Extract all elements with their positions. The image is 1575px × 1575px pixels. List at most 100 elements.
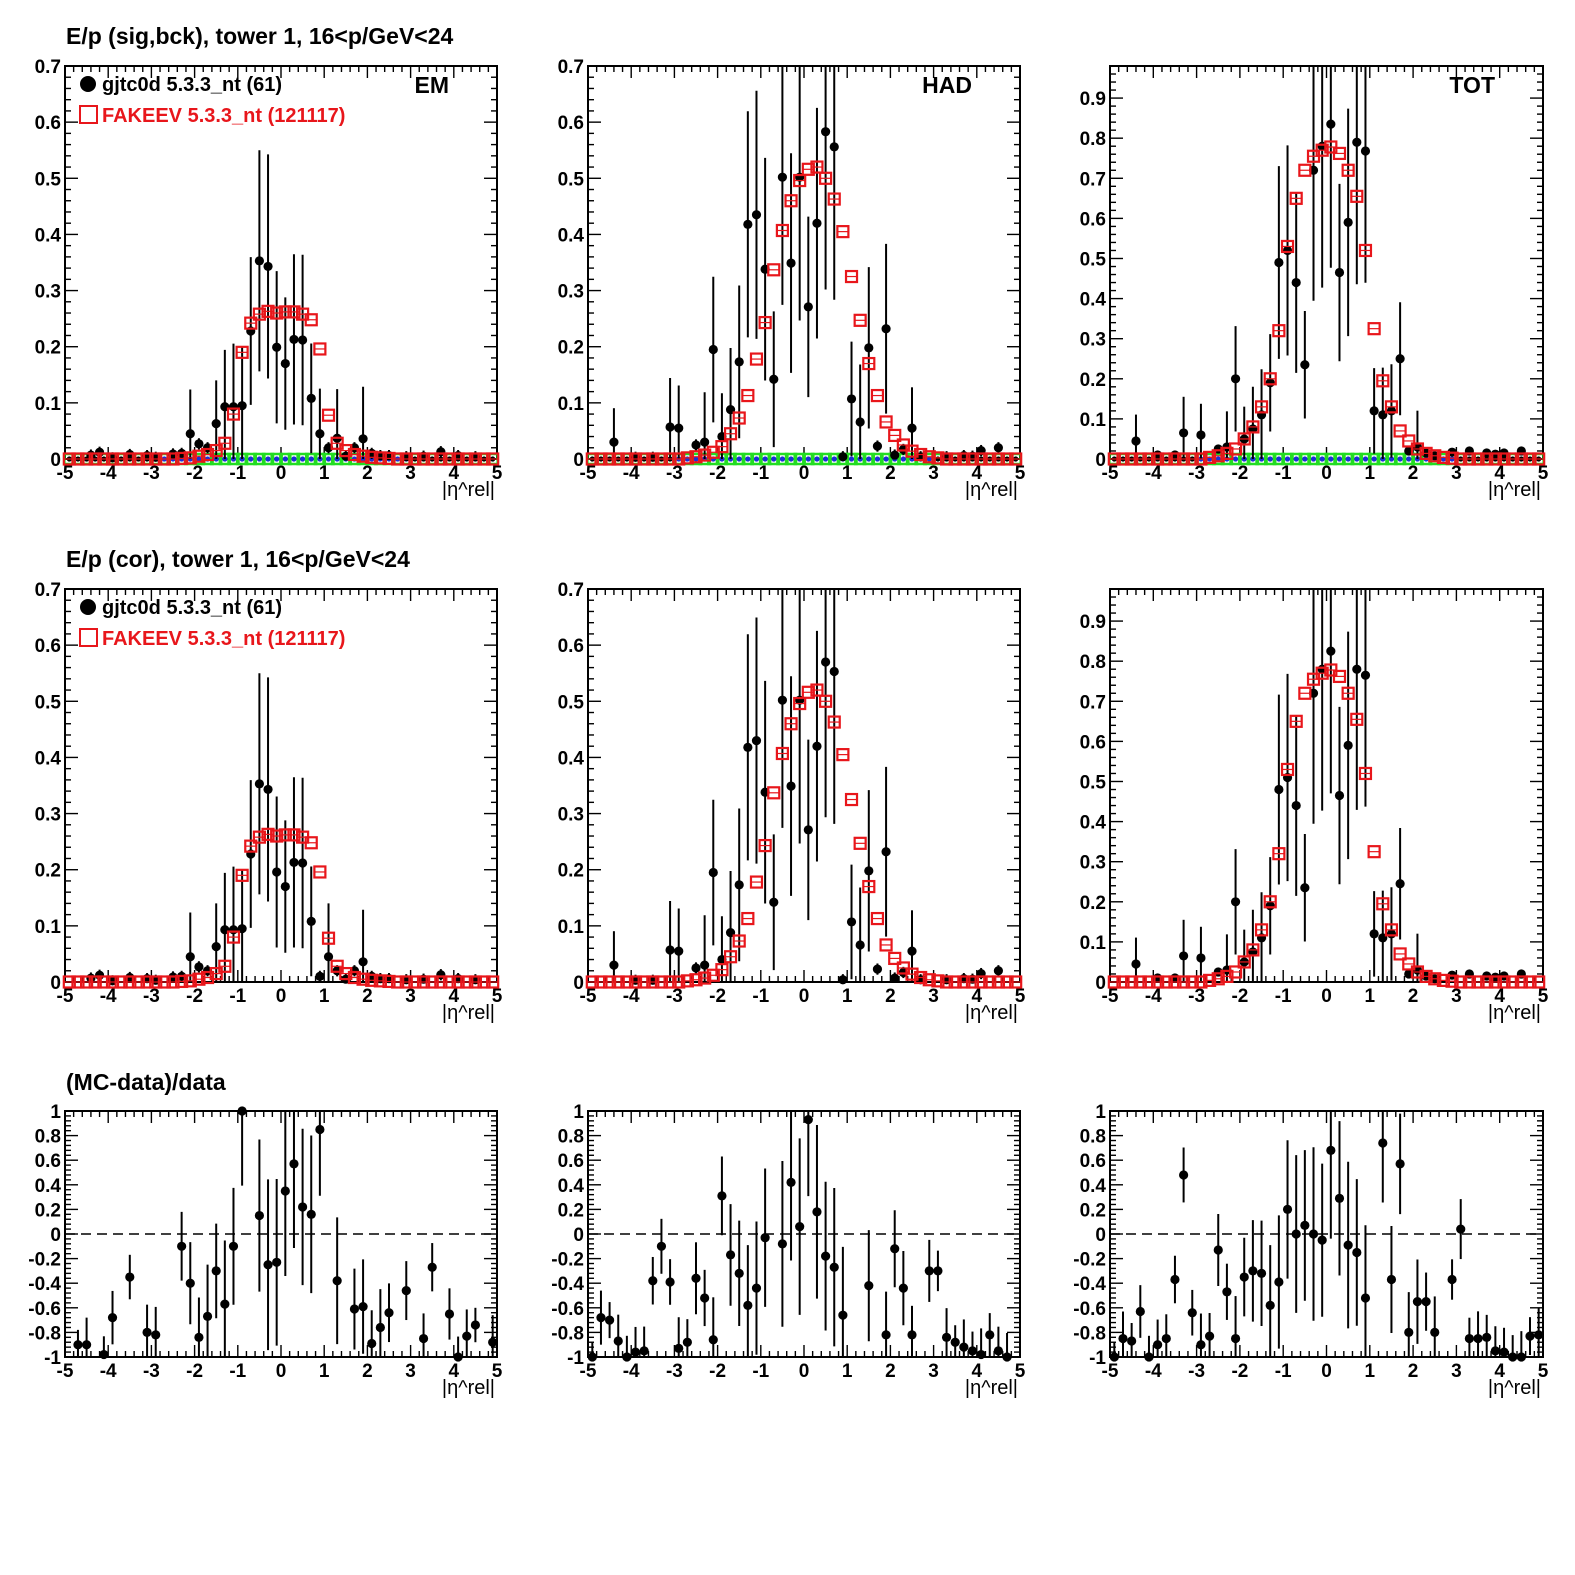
data-point xyxy=(829,666,839,677)
mc-point xyxy=(192,972,206,986)
data-point xyxy=(1352,137,1362,147)
data-point xyxy=(1326,119,1336,129)
x-tick-label: -1 xyxy=(1275,1361,1292,1382)
mc-point xyxy=(252,307,266,321)
mc-point xyxy=(775,223,790,238)
bck-data-marker xyxy=(300,456,306,462)
x-tick-label: 0 xyxy=(276,1361,287,1382)
data-point xyxy=(142,1327,152,1337)
data-point xyxy=(777,1239,788,1249)
x-tick-label: -4 xyxy=(1145,986,1162,1007)
x-tick-label: -2 xyxy=(186,1361,203,1382)
y-tick-label: 0.9 xyxy=(1080,89,1106,110)
data-point xyxy=(462,1331,472,1341)
mc-point xyxy=(235,345,249,359)
x-tick-label: 4 xyxy=(449,1361,460,1382)
data-point xyxy=(872,964,883,974)
data-point xyxy=(605,1315,615,1325)
bck-mc-marker xyxy=(261,452,275,466)
mc-point xyxy=(1202,973,1217,987)
mc-point xyxy=(698,971,712,985)
mc-point xyxy=(1009,452,1023,466)
x-tick-label: -3 xyxy=(666,1361,683,1382)
x-tick-label: 5 xyxy=(492,1361,503,1382)
mc-point xyxy=(1341,163,1355,177)
bck-mc-marker xyxy=(1350,452,1364,466)
mc-point xyxy=(1263,895,1277,909)
data-point xyxy=(1161,1333,1171,1344)
bck-mc-marker xyxy=(758,452,772,466)
x-tick-label: -5 xyxy=(580,986,597,1007)
x-tick-label: -3 xyxy=(666,986,683,1007)
data-point xyxy=(725,1250,736,1260)
x-tick-label: -5 xyxy=(1102,986,1119,1007)
data-point xyxy=(427,1262,437,1272)
data-point xyxy=(1456,1224,1466,1234)
data-point xyxy=(1395,879,1405,889)
y-tick-label: 0 xyxy=(50,1225,61,1246)
data-point xyxy=(760,1233,770,1243)
data-point xyxy=(838,452,848,462)
data-point xyxy=(1144,1352,1154,1362)
y-tick-label: 0.1 xyxy=(1080,933,1107,954)
mc-point xyxy=(1332,669,1347,684)
data-point xyxy=(237,1106,247,1116)
data-point xyxy=(1447,1274,1457,1285)
bck-mc-marker xyxy=(862,452,876,466)
mc-point xyxy=(1402,434,1416,448)
data-point xyxy=(1360,146,1371,156)
data-point xyxy=(1386,406,1397,416)
data-point xyxy=(1508,1352,1518,1362)
y-tick-label: -0.2 xyxy=(551,1250,584,1271)
bck-mc-marker xyxy=(1393,452,1407,466)
data-point xyxy=(1222,1287,1232,1297)
x-tick-label: -4 xyxy=(100,1361,117,1382)
y-tick-label: -1 xyxy=(567,1348,584,1369)
data-point xyxy=(881,847,891,857)
legend-mc-label: FAKEEV 5.3.3_nt (121117) xyxy=(102,105,345,127)
data-point xyxy=(786,258,796,268)
mc-point xyxy=(784,194,798,208)
bck-data-marker xyxy=(753,456,760,462)
data-point xyxy=(1300,883,1310,893)
y-tick-label: -0.6 xyxy=(1073,1299,1106,1320)
x-tick-label: 4 xyxy=(972,986,983,1007)
data-point xyxy=(86,450,96,460)
data-point xyxy=(1334,1193,1345,1203)
data-point xyxy=(298,1202,308,1212)
data-point xyxy=(86,973,96,983)
mc-point xyxy=(801,685,815,699)
y-tick-label: 0.7 xyxy=(35,57,61,78)
data-point xyxy=(263,1260,273,1270)
mc-point xyxy=(356,972,370,986)
y-tick-label: 0.4 xyxy=(558,748,585,769)
mc-point xyxy=(853,313,867,327)
mc-point xyxy=(1315,143,1329,157)
chart-panel-6: -5 -4 -3 -2 -1 0 1 2 3 4 5 0 0.1 0.2 0.3 0.4 0.5 0.6 0.7 0.… xyxy=(1080,588,1549,1024)
data-point xyxy=(1430,1327,1440,1337)
y-tick-label: 0 xyxy=(50,450,61,471)
bck-mc-marker xyxy=(810,452,824,466)
mc-point xyxy=(1532,975,1546,989)
mc-point xyxy=(775,746,790,761)
bck-data-marker xyxy=(1293,456,1299,462)
chart-panel-5: -5 -4 -3 -2 -1 0 1 2 3 4 5 0 0.1 0.2 0.3 0.4 0.5 0.6 0.7 |η… xyxy=(558,580,1026,1024)
bck-mc-marker xyxy=(750,452,763,466)
mc-point xyxy=(1298,163,1312,177)
mc-point xyxy=(793,696,807,711)
mc-point xyxy=(844,269,859,284)
bck-mc-marker xyxy=(270,452,283,466)
x-tick-label: 1 xyxy=(319,463,330,484)
x-axis-label: |η^rel| xyxy=(442,1377,495,1399)
y-tick-label: 0.8 xyxy=(1080,652,1106,673)
y-tick-label: 0.3 xyxy=(35,282,61,303)
y-tick-label: 0.5 xyxy=(35,692,62,713)
x-tick-label: -3 xyxy=(143,986,160,1007)
data-point xyxy=(786,781,796,791)
mc-point xyxy=(1246,420,1260,434)
y-tick-label: 0 xyxy=(1095,450,1106,471)
bck-data-marker xyxy=(762,456,768,462)
data-point xyxy=(700,437,710,447)
x-tick-label: -2 xyxy=(709,986,726,1007)
x-tick-label: -5 xyxy=(1102,1361,1119,1382)
